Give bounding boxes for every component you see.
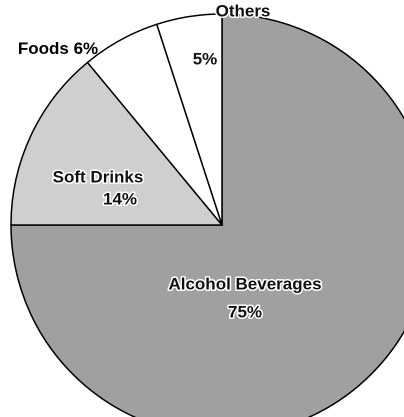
category-name: Others (216, 1, 271, 20)
value-label: 75% (228, 302, 262, 321)
value-label: 5% (193, 49, 218, 68)
pie-slice (10, 61, 224, 226)
value-label: 6% (74, 39, 99, 58)
category-name: Soft Drinks (53, 167, 144, 186)
value-label: 14% (103, 189, 137, 208)
pie-slice (10, 13, 404, 417)
slice-label: Foods 6% (18, 39, 98, 58)
pie-slice (155, 13, 223, 226)
category-name: Foods (18, 39, 69, 58)
category-name: Alcohol Beverages (168, 274, 321, 293)
